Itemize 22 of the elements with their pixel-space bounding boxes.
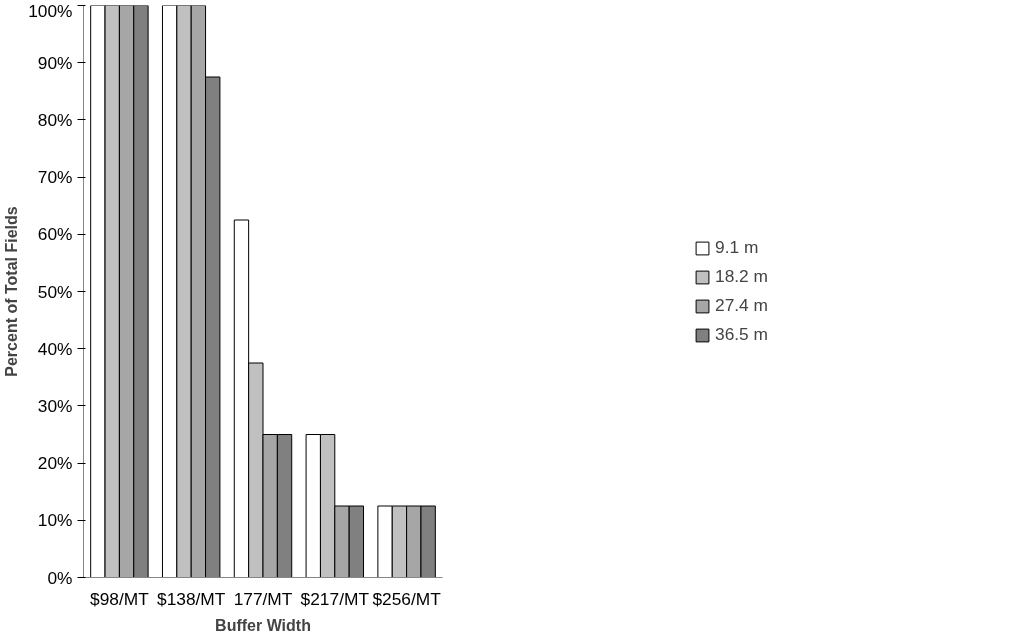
x-tick-label: 177/MT bbox=[233, 588, 293, 609]
y-tick-label: 50% bbox=[37, 281, 73, 302]
y-tick-label: 70% bbox=[37, 167, 73, 188]
x-tick-label: $256/MT bbox=[372, 588, 442, 609]
x-tick-label: $217/MT bbox=[300, 588, 370, 609]
legend-label: 36.5 m bbox=[715, 324, 768, 345]
y-tick-label: 40% bbox=[37, 338, 73, 359]
y-tick-label: 60% bbox=[37, 224, 73, 245]
y-tick-label: 100% bbox=[28, 0, 73, 21]
y-axis-title: Percent of Total Fields bbox=[3, 206, 21, 377]
legend-label: 27.4 m bbox=[715, 295, 768, 316]
x-axis-title: Buffer Width bbox=[215, 616, 311, 634]
y-tick-label: 80% bbox=[37, 109, 73, 130]
y-tick-label: 0% bbox=[47, 567, 73, 588]
x-tick-label: $138/MT bbox=[157, 588, 226, 609]
legend-label: 18.2 m bbox=[715, 266, 768, 287]
x-tick-label: $98/MT bbox=[90, 588, 150, 609]
y-tick-label: 20% bbox=[37, 453, 73, 474]
y-tick-label: 90% bbox=[37, 52, 73, 73]
y-tick-label: 30% bbox=[37, 395, 73, 416]
legend-label: 9.1 m bbox=[715, 237, 759, 258]
y-tick-label: 10% bbox=[37, 510, 73, 531]
